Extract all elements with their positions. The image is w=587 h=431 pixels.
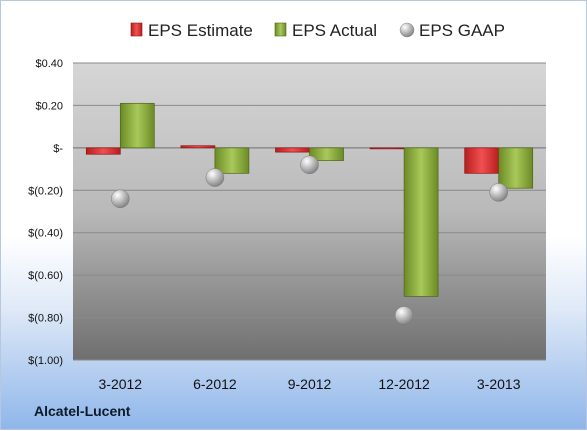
legend-swatch-actual — [274, 22, 287, 37]
bar-eps-actual — [403, 147, 439, 297]
x-tick-label: 3-2012 — [99, 376, 143, 392]
marker-eps-gaap — [394, 306, 414, 325]
bar-eps-estimate — [369, 147, 405, 150]
marker-eps-gaap — [300, 155, 319, 175]
y-tick-label: $- — [53, 143, 63, 155]
x-tick-label: 3-2013 — [477, 376, 521, 392]
marker-eps-gaap — [489, 183, 508, 202]
x-tick-label: 6-2012 — [193, 376, 237, 392]
bar-eps-estimate — [275, 147, 310, 153]
legend-swatch-estimate — [130, 22, 143, 37]
y-tick-label: $0.40 — [35, 58, 63, 70]
bar-eps-estimate — [85, 147, 121, 155]
legend-label-estimate: EPS Estimate — [148, 21, 253, 40]
y-tick-label: $(0.60) — [28, 270, 63, 282]
bar-eps-actual — [498, 147, 534, 189]
x-tick-label: 12-2012 — [378, 376, 430, 392]
company-name: Alcatel-Lucent — [34, 403, 131, 419]
bars — [85, 102, 534, 297]
legend: EPS Estimate EPS Actual EPS GAAP — [130, 21, 505, 40]
bar-eps-actual — [214, 147, 250, 174]
y-axis-ticks: $0.40 $0.20 $- $(0.20) $(0.40) $(0.60) $(0.80)… — [28, 58, 63, 367]
legend-item-actual: EPS Actual — [274, 21, 377, 40]
marker-eps-gaap — [111, 189, 130, 209]
gaap-markers — [111, 155, 508, 325]
bar-eps-estimate — [464, 147, 500, 174]
y-tick-label: $(0.40) — [28, 228, 63, 240]
y-tick-label: $(0.80) — [28, 313, 63, 325]
bar-eps-actual — [119, 102, 155, 149]
y-tick-label: $(1.00) — [28, 355, 63, 367]
y-tick-label: $(0.20) — [28, 185, 63, 197]
legend-item-gaap: EPS GAAP — [399, 21, 505, 40]
legend-label-gaap: EPS GAAP — [419, 21, 505, 40]
legend-item-estimate: EPS Estimate — [130, 21, 253, 40]
bar-eps-estimate — [180, 145, 216, 149]
marker-eps-gaap — [205, 168, 225, 187]
x-tick-label: 9-2012 — [288, 376, 332, 392]
bar-eps-actual — [309, 147, 344, 161]
legend-swatch-gaap — [399, 22, 415, 38]
x-axis-labels: 3-2012 6-2012 9-2012 12-2012 3-2013 — [99, 376, 521, 392]
y-tick-label: $0.20 — [35, 100, 63, 112]
legend-label-actual: EPS Actual — [292, 21, 377, 40]
